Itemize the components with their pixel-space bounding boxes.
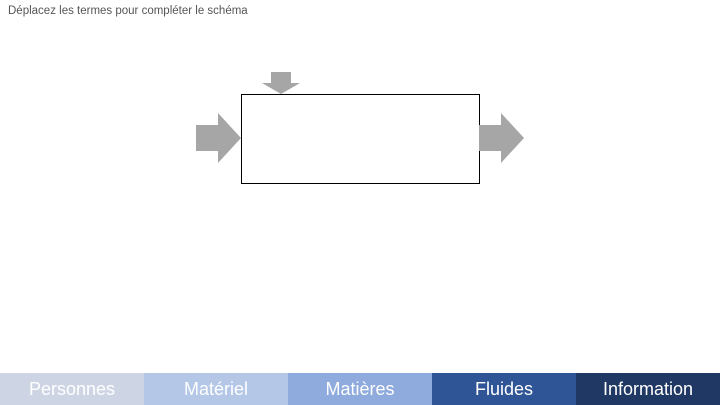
- term-fluides[interactable]: Fluides: [432, 373, 576, 405]
- top-input-arrow-icon: [262, 72, 300, 94]
- process-box-drop-zone[interactable]: [241, 94, 480, 184]
- top-arrow-shape: [262, 72, 300, 94]
- instruction-text: Déplacez les termes pour compléter le sc…: [8, 5, 248, 17]
- term-personnes[interactable]: Personnes: [0, 373, 144, 405]
- right-arrow-shape: [479, 113, 524, 163]
- right-output-arrow-icon: [479, 113, 524, 163]
- left-input-arrow-icon: [196, 113, 241, 163]
- left-arrow-shape: [196, 113, 241, 163]
- term-information[interactable]: Information: [576, 373, 720, 405]
- draggable-terms-bar: Personnes Matériel Matières Fluides Info…: [0, 373, 720, 405]
- term-materiel[interactable]: Matériel: [144, 373, 288, 405]
- term-matieres[interactable]: Matières: [288, 373, 432, 405]
